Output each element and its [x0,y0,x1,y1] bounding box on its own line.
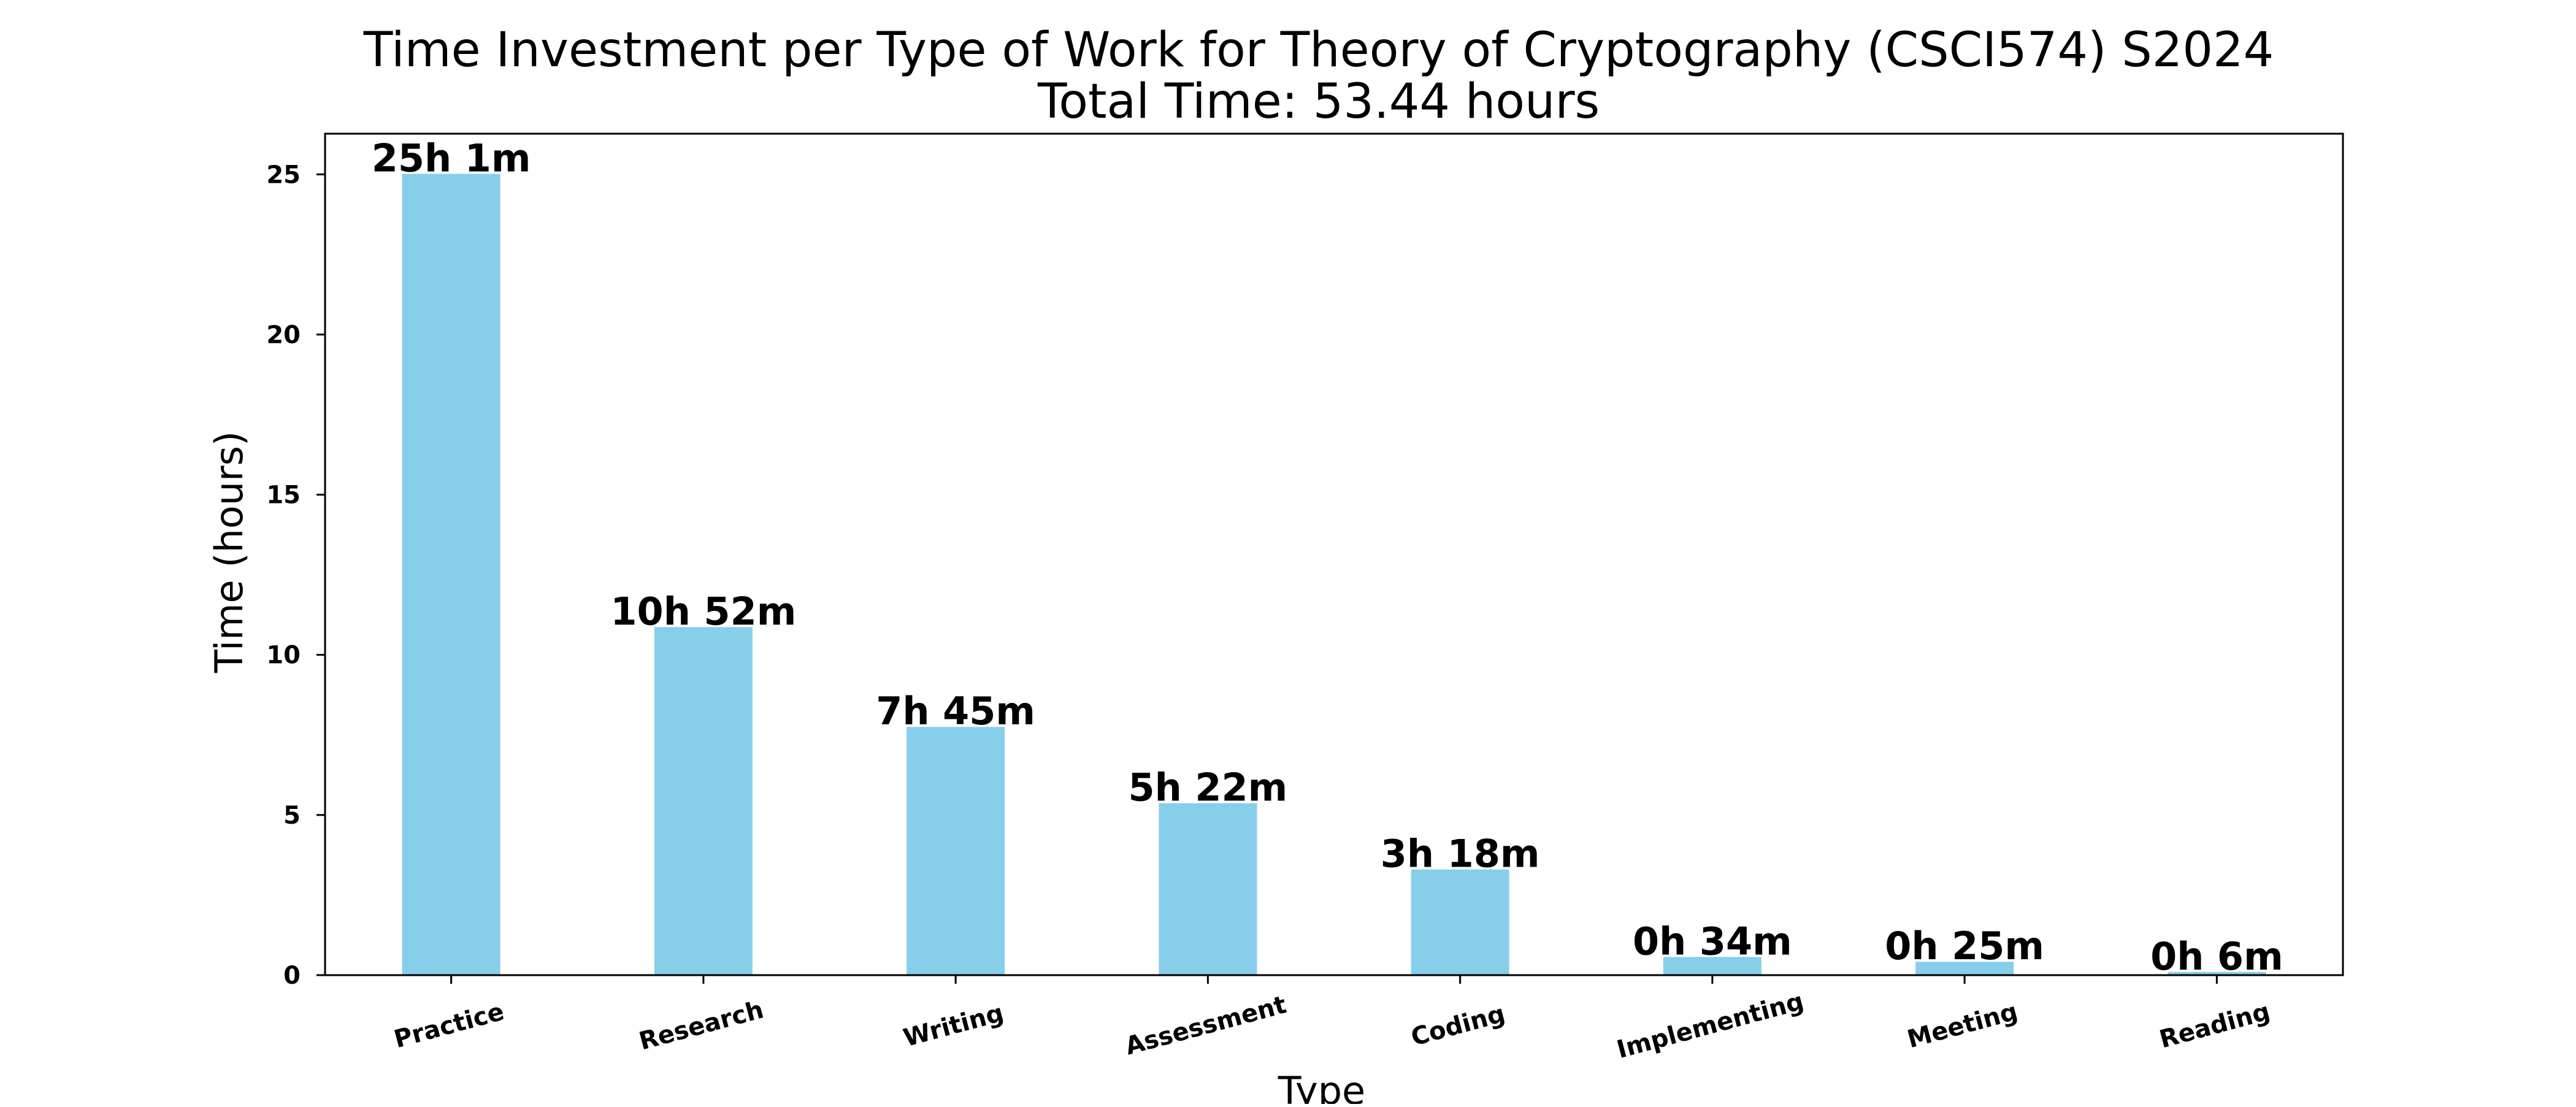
bar [1663,957,1761,975]
x-tick-label: Writing [900,999,1006,1053]
y-tick-label: 10 [266,642,301,670]
x-tick-label: Practice [391,997,507,1054]
y-tick-label: 5 [283,802,301,830]
bar [1411,869,1509,975]
y-tick-label: 25 [266,161,301,189]
bar-value-label: 25h 1m [372,136,531,180]
bar [1159,803,1257,975]
x-tick-label: Reading [2156,997,2273,1054]
y-axis-label: Time (hours) [207,431,251,673]
bar-value-label: 5h 22m [1129,765,1288,810]
x-tick-label: Implementing [1614,987,1806,1065]
y-tick-label: 15 [266,481,301,510]
bar [2168,971,2266,975]
bar-labels-layer: 25h 1m 10h 52m 7h 45m 5h 22m 3h 18m 0h 34m 0h … [372,136,2283,978]
plot-frame [324,132,2344,976]
bar-value-label: 10h 52m [610,589,796,634]
bar [402,174,500,975]
chart-title: Time Investment per Type of Work for The… [363,23,2274,78]
y-axis: 0 5 10 15 20 25 [266,161,325,990]
bar-value-label: 0h 34m [1633,919,1792,963]
y-tick-label: 20 [266,321,301,349]
bar-value-label: 0h 6m [2150,934,2283,979]
bar [907,727,1005,975]
x-axis: Practice Research Writing Assessment Coding I… [391,975,2273,1064]
bar-value-label: 0h 25m [1885,924,2044,968]
bar [1915,962,2014,975]
bar-value-label: 3h 18m [1381,832,1540,876]
bars-layer [402,174,2266,975]
bar [654,627,753,975]
y-tick-label: 0 [283,962,301,990]
x-tick-label: Coding [1408,1000,1508,1052]
x-tick-label: Research [636,995,767,1055]
chart-subtitle: Total Time: 53.44 hours [1037,74,1600,129]
x-axis-label: Type [1278,1068,1365,1104]
x-tick-label: Meeting [1904,997,2021,1054]
bar-value-label: 7h 45m [876,689,1035,734]
x-tick-label: Assessment [1122,990,1289,1060]
